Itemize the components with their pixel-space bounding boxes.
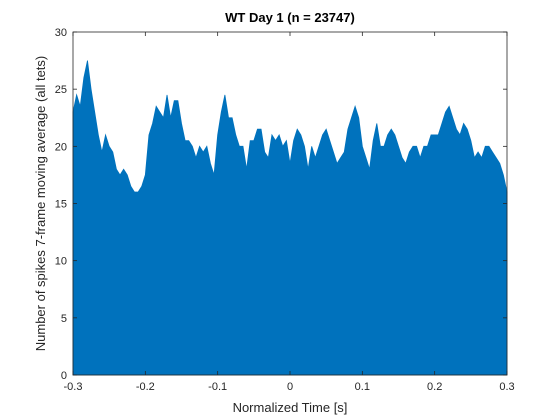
x-tick-label: 0.1 [355,381,370,393]
y-tick-label: 0 [61,370,67,382]
y-tick-label: 15 [55,199,67,211]
y-tick-label: 30 [55,27,67,39]
x-tick-label: -0.3 [64,381,83,393]
y-tick-label: 10 [55,256,67,268]
y-axis: 0 5 10 15 20 25 30 [55,27,507,382]
x-axis: -0.3 -0.2 -0.1 0 0.1 0.2 0.3 [64,32,515,393]
y-tick-label: 25 [55,84,67,96]
y-axis-label: Number of spikes 7-frame moving average … [33,56,48,352]
x-tick-label: 0.2 [427,381,442,393]
x-tick-label: -0.2 [136,381,155,393]
y-tick-label: 20 [55,141,67,153]
y-tick-label: 5 [61,313,67,325]
x-tick-label: 0.3 [499,381,514,393]
x-tick-label: -0.1 [208,381,227,393]
x-tick-label: 0 [287,381,293,393]
series-area [72,60,508,376]
chart-title: WT Day 1 (n = 23747) [225,10,355,25]
x-axis-label: Normalized Time [s] [233,400,348,415]
